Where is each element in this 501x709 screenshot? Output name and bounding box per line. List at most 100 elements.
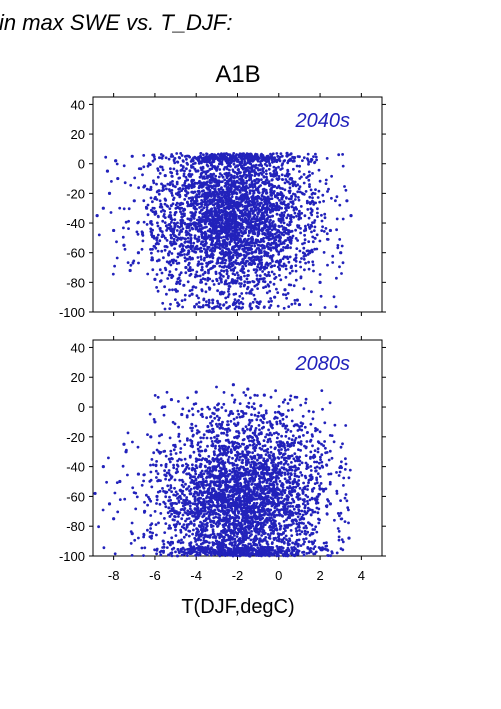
scatter-dot: [254, 271, 258, 274]
scatter-dot: [295, 164, 299, 168]
scatter-dot: [247, 217, 251, 221]
scatter-dot: [146, 433, 149, 436]
scatter-dot: [286, 501, 290, 505]
data-point: [275, 206, 279, 210]
scatter-dot: [165, 292, 168, 296]
scatter-dot: [219, 236, 223, 240]
scatter-dot: [259, 171, 263, 175]
scatter-dot: [271, 221, 274, 225]
scatter-dot: [235, 200, 239, 204]
scatter-dot: [198, 211, 202, 214]
scatter-dot: [258, 156, 261, 160]
scatter-dot: [174, 298, 177, 301]
scatter-dot: [270, 178, 274, 182]
scatter-dot: [142, 220, 146, 224]
scatter-dot: [269, 262, 272, 265]
scatter-dot: [238, 160, 241, 164]
scatter-dot: [263, 188, 267, 192]
scatter-dot: [195, 302, 199, 306]
scatter-dot: [210, 231, 214, 235]
scatter-dot: [183, 221, 187, 225]
scatter-dot: [211, 279, 215, 283]
scatter-dot: [159, 153, 163, 156]
scatter-dot: [155, 286, 159, 289]
scatter-dot: [229, 233, 233, 237]
scatter-dot: [237, 302, 241, 305]
scatter-dot: [227, 162, 231, 166]
scatter-dot: [270, 270, 274, 274]
scatter-dot: [222, 391, 226, 394]
scatter-dot: [279, 278, 283, 282]
y-tick-label: -80: [66, 519, 85, 534]
scatter-dot: [199, 223, 203, 227]
scatter-dot: [179, 250, 183, 254]
scatter-dot: [189, 244, 193, 248]
scatter-dot: [201, 215, 205, 218]
scatter-dot: [170, 153, 174, 156]
scatter-dot: [248, 191, 252, 195]
scatter-dot: [225, 306, 229, 310]
data-point: [225, 214, 229, 218]
scatter-dot: [240, 234, 244, 238]
scatter-dot: [155, 182, 158, 186]
scatter-dot: [261, 205, 265, 209]
scatter-dot: [222, 207, 226, 210]
scatter-dot: [183, 237, 187, 241]
scatter-dot: [332, 295, 336, 299]
scatter-dot: [342, 484, 345, 487]
scatter-dot: [248, 291, 252, 294]
scatter-dot: [111, 272, 115, 276]
scatter-dot: [289, 153, 292, 156]
scatter-dot: [158, 172, 162, 175]
scatter-dot: [176, 301, 179, 305]
scatter-dot: [239, 201, 242, 205]
scatter-dot: [202, 298, 206, 302]
scatter-dot: [180, 478, 184, 482]
scatter-dot: [222, 303, 226, 306]
scatter-dot: [315, 247, 319, 251]
scatter-dot: [233, 298, 237, 301]
scatter-dot: [171, 183, 175, 186]
scatter-dot: [283, 174, 287, 178]
figure-header: in max SWE vs. T_DJF:: [0, 10, 232, 35]
scatter-dot: [174, 210, 178, 214]
scatter-dot: [275, 152, 279, 155]
scatter-dot: [270, 191, 274, 195]
scatter-dot: [146, 164, 150, 168]
scatter-dot: [209, 209, 212, 213]
scatter-dot: [184, 186, 188, 190]
scatter-dot: [339, 511, 343, 515]
data-point: [235, 236, 240, 240]
scatter-dot: [188, 169, 192, 173]
data-point: [211, 298, 215, 302]
scatter-dot: [277, 250, 281, 254]
scatter-dot: [101, 508, 105, 512]
scatter-dot: [311, 240, 315, 244]
scatter-dot: [310, 230, 313, 234]
scatter-dot: [242, 391, 246, 394]
scatter-dot: [197, 235, 201, 239]
data-point: [277, 243, 281, 247]
scatter-dot: [253, 213, 257, 217]
y-tick-label: 40: [71, 340, 85, 355]
scatter-dot: [177, 176, 181, 180]
y-tick-label: -100: [59, 305, 85, 320]
y-tick-label: 0: [78, 157, 85, 172]
scatter-dot: [269, 395, 273, 399]
scatter-dot: [211, 253, 215, 257]
scatter-dot: [256, 233, 260, 237]
scatter-dot: [217, 305, 221, 309]
scatter-dot: [299, 231, 302, 235]
data-point: [246, 280, 250, 284]
scatter-dot: [287, 189, 291, 193]
scatter-dot: [235, 195, 238, 199]
scatter-dot: [188, 229, 192, 232]
scatter-dot: [127, 219, 130, 223]
scatter-dot: [226, 276, 230, 280]
scatter-dot: [326, 238, 330, 241]
scatter-dot: [192, 241, 196, 245]
scatter-dot: [237, 185, 240, 189]
scatter-dot: [309, 188, 313, 192]
scatter-dot: [190, 226, 194, 230]
scatter-dot: [266, 231, 270, 235]
